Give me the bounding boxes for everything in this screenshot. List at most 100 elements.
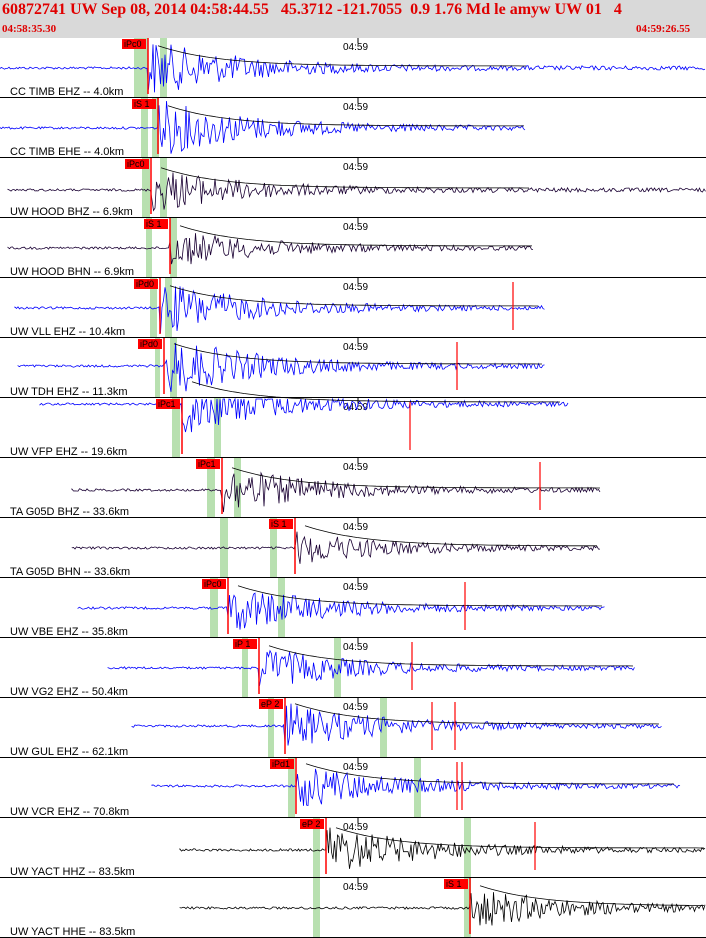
trace-panel[interactable]: 04:59 iS 1 UW YACT HHE -- 83.5km xyxy=(0,878,706,938)
trace-panel[interactable]: 04:59 iS 1 UW HOOD BHN -- 6.9km xyxy=(0,218,706,278)
coda-curve xyxy=(335,827,704,849)
time-tick-label: 04:59 xyxy=(343,42,368,53)
trace-panel[interactable]: 04:59 iP 1 UW VG2 EHZ -- 50.4km xyxy=(0,638,706,698)
pick-flag[interactable] xyxy=(122,39,146,49)
pick-flag[interactable] xyxy=(156,399,180,409)
p-window xyxy=(172,398,180,458)
trace-panel[interactable]: 04:59 iPc1 TA G05D BHZ -- 33.6km xyxy=(0,458,706,518)
trace-panel[interactable]: 04:59 eP 2 UW YACT HHZ -- 83.5km xyxy=(0,818,706,878)
station-label: TA G05D BHN -- 33.6km xyxy=(10,566,130,578)
pick-label: iS 1 xyxy=(271,519,287,529)
p-window xyxy=(150,278,157,338)
p-window xyxy=(288,758,295,818)
trace-panel[interactable]: 04:59 eP 2 UW GUL EHZ -- 62.1km xyxy=(0,698,706,758)
pick-flag[interactable] xyxy=(444,879,468,889)
station-label: UW YACT HHE -- 83.5km xyxy=(10,926,135,938)
trace-panel[interactable]: 04:59 iS 1 CC TIMB EHE -- 4.0km xyxy=(0,98,706,158)
coda-curve xyxy=(304,525,597,547)
trace-panel[interactable]: 04:59 iPc0 CC TIMB EHZ -- 4.0km xyxy=(0,38,706,98)
pick-flag[interactable] xyxy=(300,819,324,829)
end-time: 04:59:26.55 xyxy=(636,23,691,35)
s-window xyxy=(464,818,471,878)
coda-curve xyxy=(231,467,600,489)
p-window xyxy=(268,698,274,758)
station-label: UW VFP EHZ -- 19.6km xyxy=(10,446,127,458)
pick-flag[interactable] xyxy=(125,159,149,169)
coda-curve xyxy=(179,225,532,247)
s-window xyxy=(165,278,172,338)
coda-curve xyxy=(169,285,538,307)
trace-panel[interactable]: 04:59 iPc0 UW HOOD BHZ -- 6.9km xyxy=(0,158,706,218)
pick-flag[interactable] xyxy=(259,699,283,709)
coda-curve xyxy=(479,885,704,906)
waveform xyxy=(71,531,600,564)
time-tick-label: 04:59 xyxy=(343,882,368,893)
coda-curve xyxy=(157,45,526,67)
waveform xyxy=(7,172,706,212)
time-tick-label: 04:59 xyxy=(343,762,368,773)
coda-curve xyxy=(160,167,529,189)
pick-label: iPd1 xyxy=(272,759,290,769)
p-window xyxy=(155,338,160,398)
time-tick-label: 04:59 xyxy=(343,822,368,833)
station-label: CC TIMB EHE -- 4.0km xyxy=(10,146,124,158)
pick-label: eP 2 xyxy=(261,699,279,709)
trace-panel[interactable]: 04:59 iS 1 TA G05D BHN -- 33.6km xyxy=(0,518,706,578)
s-window xyxy=(170,338,177,398)
trace-panel[interactable]: 04:59 iPd0 UW TDH EHZ -- 11.3km xyxy=(0,338,706,398)
trace-panel[interactable]: 04:59 iPd1 UW VCR EHZ -- 70.8km xyxy=(0,758,706,818)
pick-label: iPd0 xyxy=(136,279,154,289)
pick-flag[interactable] xyxy=(270,759,294,769)
pick-flag[interactable] xyxy=(138,339,162,349)
station-label: UW HOOD BHN -- 6.9km xyxy=(10,266,134,278)
coda-curve xyxy=(173,343,542,365)
pick-label: iPc0 xyxy=(124,39,142,49)
waveform xyxy=(7,233,534,265)
s-window xyxy=(160,38,167,98)
p-window xyxy=(142,158,150,218)
coda-curve xyxy=(305,763,674,785)
waveform xyxy=(179,892,706,926)
coda-curve xyxy=(191,381,560,403)
pick-flag[interactable] xyxy=(132,99,156,109)
pick-flag[interactable] xyxy=(134,279,158,289)
station-label: UW VBE EHZ -- 35.8km xyxy=(10,626,128,638)
pick-label: iPc0 xyxy=(127,159,145,169)
station-label: CC TIMB EHZ -- 4.0km xyxy=(10,86,123,98)
s-window xyxy=(380,698,387,758)
station-label: UW HOOD BHZ -- 6.9km xyxy=(10,206,133,218)
header-bar: 60872741 UW Sep 08, 2014 04:58:44.55 45.… xyxy=(0,0,706,38)
pick-flag[interactable] xyxy=(269,519,293,529)
p-window xyxy=(134,38,148,98)
waveform xyxy=(39,397,569,433)
s-window xyxy=(278,578,285,638)
pick-flag[interactable] xyxy=(144,219,168,229)
pick-flag[interactable] xyxy=(233,639,257,649)
pick-flag[interactable] xyxy=(196,459,220,469)
event-title: 60872741 UW Sep 08, 2014 04:58:44.55 45.… xyxy=(2,1,622,18)
trace-panel[interactable]: 04:59 iPd0 UW VLL EHZ -- 10.4km xyxy=(0,278,706,338)
pick-label: iPc0 xyxy=(204,579,222,589)
time-tick-label: 04:59 xyxy=(343,342,368,353)
pick-label: iP 1 xyxy=(235,639,250,649)
waveform xyxy=(179,827,706,869)
pick-label: iPd0 xyxy=(140,339,158,349)
time-tick-label: 04:59 xyxy=(343,162,368,173)
waveform xyxy=(17,342,545,392)
p-window xyxy=(146,218,152,278)
pick-label: iS 1 xyxy=(134,99,150,109)
coda-curve xyxy=(268,645,634,667)
time-tick-label: 04:59 xyxy=(343,642,368,653)
seismogram-panels[interactable]: 04:59 iPc0 CC TIMB EHZ -- 4.0km 04:59 iS 1 CC… xyxy=(0,38,706,938)
pick-label: eP 2 xyxy=(302,819,320,829)
waveform xyxy=(0,100,526,154)
trace-panel[interactable]: 04:59 iPc0 UW VBE EHZ -- 35.8km xyxy=(0,578,706,638)
waveform xyxy=(14,286,545,334)
pick-label: iS 1 xyxy=(446,879,462,889)
time-tick-label: 04:59 xyxy=(343,582,368,593)
s-window xyxy=(170,218,177,278)
p-window xyxy=(242,638,248,698)
s-window xyxy=(270,518,277,578)
pick-flag[interactable] xyxy=(202,579,226,589)
